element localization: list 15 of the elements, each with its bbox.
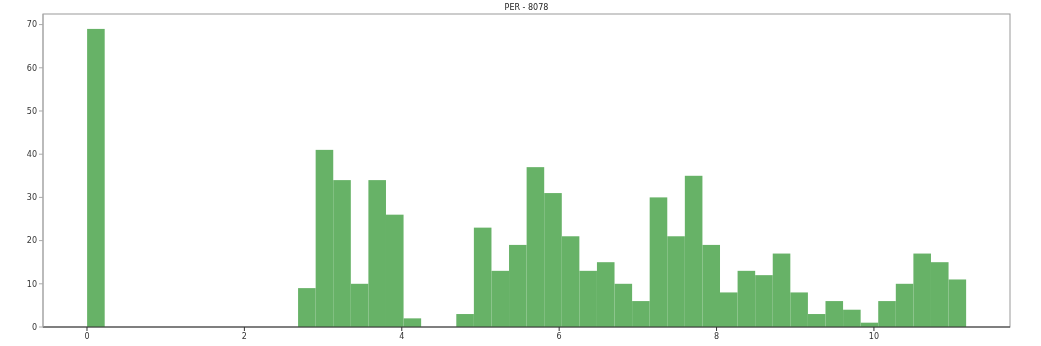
x-tick-label: 4 — [399, 331, 405, 341]
x-tick-label: 2 — [241, 331, 247, 341]
chart-title: PER - 8078 — [504, 3, 549, 12]
y-tick-label: 30 — [26, 193, 37, 203]
y-tick-label: 0 — [31, 322, 37, 332]
y-tick-label: 50 — [26, 106, 37, 116]
x-tick-label: 0 — [84, 331, 90, 341]
y-tick-label: 10 — [26, 279, 37, 289]
x-tick-label: 6 — [556, 331, 562, 341]
y-tick-label: 60 — [26, 63, 37, 73]
y-tick-label: 20 — [26, 236, 37, 246]
x-tick-label: 8 — [714, 331, 720, 341]
y-tick-label: 70 — [26, 20, 37, 30]
y-tick-label: 40 — [26, 150, 37, 160]
x-tick-label: 10 — [868, 331, 880, 341]
